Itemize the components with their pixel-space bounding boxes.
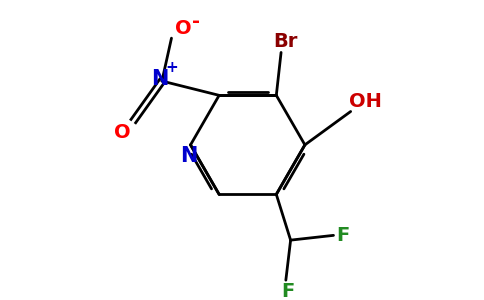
Text: F: F	[336, 226, 349, 245]
Text: N: N	[180, 146, 197, 166]
Text: -: -	[192, 11, 200, 31]
Text: +: +	[165, 60, 178, 75]
Text: N: N	[151, 69, 169, 89]
Text: F: F	[281, 282, 294, 300]
Text: Br: Br	[273, 32, 298, 50]
Text: O: O	[175, 19, 191, 38]
Text: OH: OH	[349, 92, 382, 112]
Text: O: O	[114, 123, 130, 142]
